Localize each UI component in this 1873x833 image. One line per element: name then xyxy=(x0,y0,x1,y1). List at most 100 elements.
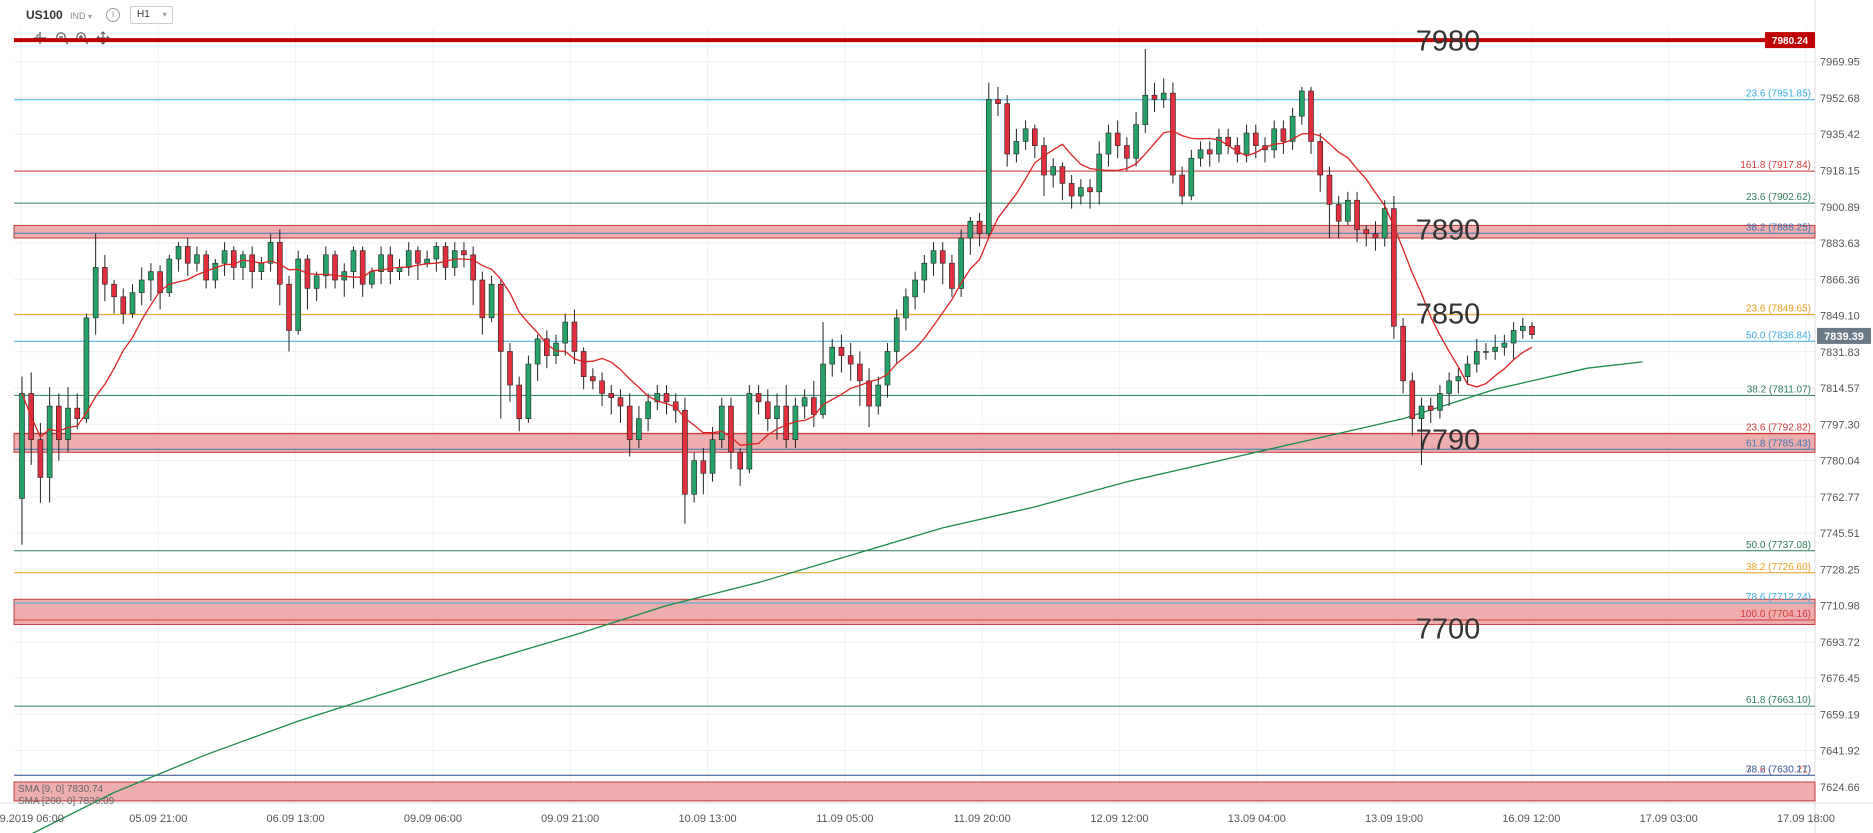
sma-9-legend: SMA [9, 0] 7830.74 xyxy=(18,784,103,795)
candle-body xyxy=(102,267,108,285)
price-tick-label: 7762.77 xyxy=(1820,492,1860,504)
candle-body xyxy=(1022,128,1029,142)
candle-body xyxy=(479,279,486,319)
time-tick-label: 16.09 12:00 xyxy=(1502,813,1560,825)
candle-body xyxy=(691,460,697,495)
time-tick-label: 06.09 13:00 xyxy=(267,813,325,825)
candle-body xyxy=(1427,405,1434,411)
price-tick-label: 7745.51 xyxy=(1820,528,1860,540)
time-tick-label: 17.09 18:00 xyxy=(1777,813,1835,825)
candle-body xyxy=(718,405,725,440)
move-icon[interactable] xyxy=(93,30,113,50)
zone xyxy=(13,781,1816,802)
time-tick-label: 13.09 19:00 xyxy=(1365,813,1423,825)
candle-body xyxy=(1326,174,1333,205)
info-icon[interactable]: i xyxy=(106,8,120,22)
fib-label: 23.6 (7902.62) xyxy=(1746,192,1811,203)
candle-body xyxy=(939,250,946,264)
candle-body xyxy=(976,220,983,235)
candle-body xyxy=(1216,136,1222,155)
candle-body xyxy=(801,397,808,407)
price-tick-label: 7659.19 xyxy=(1820,709,1860,721)
candle-body xyxy=(470,254,476,281)
resistance-bar xyxy=(14,38,1815,43)
candle-body xyxy=(295,258,302,331)
fib-label: 23.6 (7792.82) xyxy=(1746,423,1811,434)
candle-body xyxy=(92,267,99,319)
instrument-type[interactable]: IND ▾ xyxy=(70,8,92,25)
fib-label: 61.8 (7785.43) xyxy=(1746,438,1811,449)
candle-body xyxy=(1418,405,1425,419)
fib-label: 100.0 (7704.16) xyxy=(1740,609,1811,620)
candle-body xyxy=(1455,376,1462,382)
candle-body xyxy=(1317,141,1324,176)
price-tick-label: 7624.66 xyxy=(1820,782,1860,794)
time-tick-label: 11.09 05:00 xyxy=(816,813,873,825)
candle-body xyxy=(811,397,817,415)
candle-body xyxy=(37,439,44,478)
fib-label: 61.8 (7663.10) xyxy=(1746,695,1811,706)
price-tick-label: 7900.89 xyxy=(1820,202,1860,214)
candle-body xyxy=(1252,132,1259,146)
candle-body xyxy=(1142,94,1149,125)
candle-body xyxy=(1345,199,1351,222)
candle-body xyxy=(967,220,974,239)
candle-body xyxy=(663,393,670,403)
candle-body xyxy=(1446,380,1452,394)
candle-body xyxy=(838,346,845,356)
candle-body xyxy=(1188,157,1195,197)
sma-200-legend: SMA [200, 0] 7836.09 xyxy=(18,796,114,807)
candle-body xyxy=(1519,325,1526,331)
candle-body xyxy=(378,254,384,272)
sma-200-path xyxy=(31,361,1643,833)
price-axis: 7969.95 7952.68 7935.42 7918.15 7900.89 7883.… xyxy=(1820,57,1860,794)
candle-body xyxy=(1105,132,1112,155)
price-tick-label: 7952.68 xyxy=(1820,93,1860,105)
candle-body xyxy=(488,283,495,319)
current-price-text: 7839.39 xyxy=(1824,331,1864,343)
key-level-label: 7850 xyxy=(1416,299,1481,331)
candle-body xyxy=(1179,174,1185,197)
price-tick-label: 7935.42 xyxy=(1820,129,1860,141)
candle-body xyxy=(221,250,228,264)
candle-body xyxy=(1308,90,1314,142)
price-tick-label: 7693.72 xyxy=(1820,637,1860,649)
candle-body xyxy=(516,384,522,419)
price-tick-label: 7641.92 xyxy=(1820,746,1860,758)
candle-body xyxy=(433,246,440,260)
candle-body xyxy=(258,262,265,272)
resistance-line xyxy=(14,38,1815,43)
symbol-name[interactable]: US100 xyxy=(26,8,63,22)
candle-body xyxy=(83,317,90,419)
candle-body xyxy=(1013,141,1020,155)
sma-9-name: SMA [9, 0] xyxy=(18,784,65,795)
candle-body xyxy=(884,351,891,386)
candle-body xyxy=(709,439,716,474)
candle-body xyxy=(1473,351,1480,365)
candle-body xyxy=(442,246,449,268)
time-tick-label: 10.09 13:00 xyxy=(678,813,736,825)
candle-body xyxy=(985,99,992,235)
candle-body xyxy=(1197,149,1204,159)
price-tick-label: 7676.45 xyxy=(1820,673,1860,685)
price-tick-label: 7728.25 xyxy=(1820,564,1860,576)
sma-9-path xyxy=(21,130,1533,446)
candle-body xyxy=(120,296,127,314)
candle-body xyxy=(387,254,394,272)
candle-body xyxy=(313,275,320,289)
timeframe-select[interactable]: H1 ▾ xyxy=(130,6,173,24)
time-tick-label: 09.09 06:00 xyxy=(404,813,462,825)
time-tick-label: 13.09 04:00 xyxy=(1228,813,1286,825)
candle-body xyxy=(1483,351,1489,353)
candle-body xyxy=(194,254,200,264)
time-tick-label: 17.09 03:00 xyxy=(1640,813,1698,825)
candle-body xyxy=(212,262,219,281)
key-level-label: 7790 xyxy=(1416,425,1481,457)
candle-body xyxy=(1354,199,1360,230)
candle-body xyxy=(1078,187,1084,197)
candle-body xyxy=(580,351,587,377)
candle-body xyxy=(350,250,357,272)
support-resistance-zones xyxy=(13,224,1816,802)
current-price-tag xyxy=(1817,327,1871,344)
